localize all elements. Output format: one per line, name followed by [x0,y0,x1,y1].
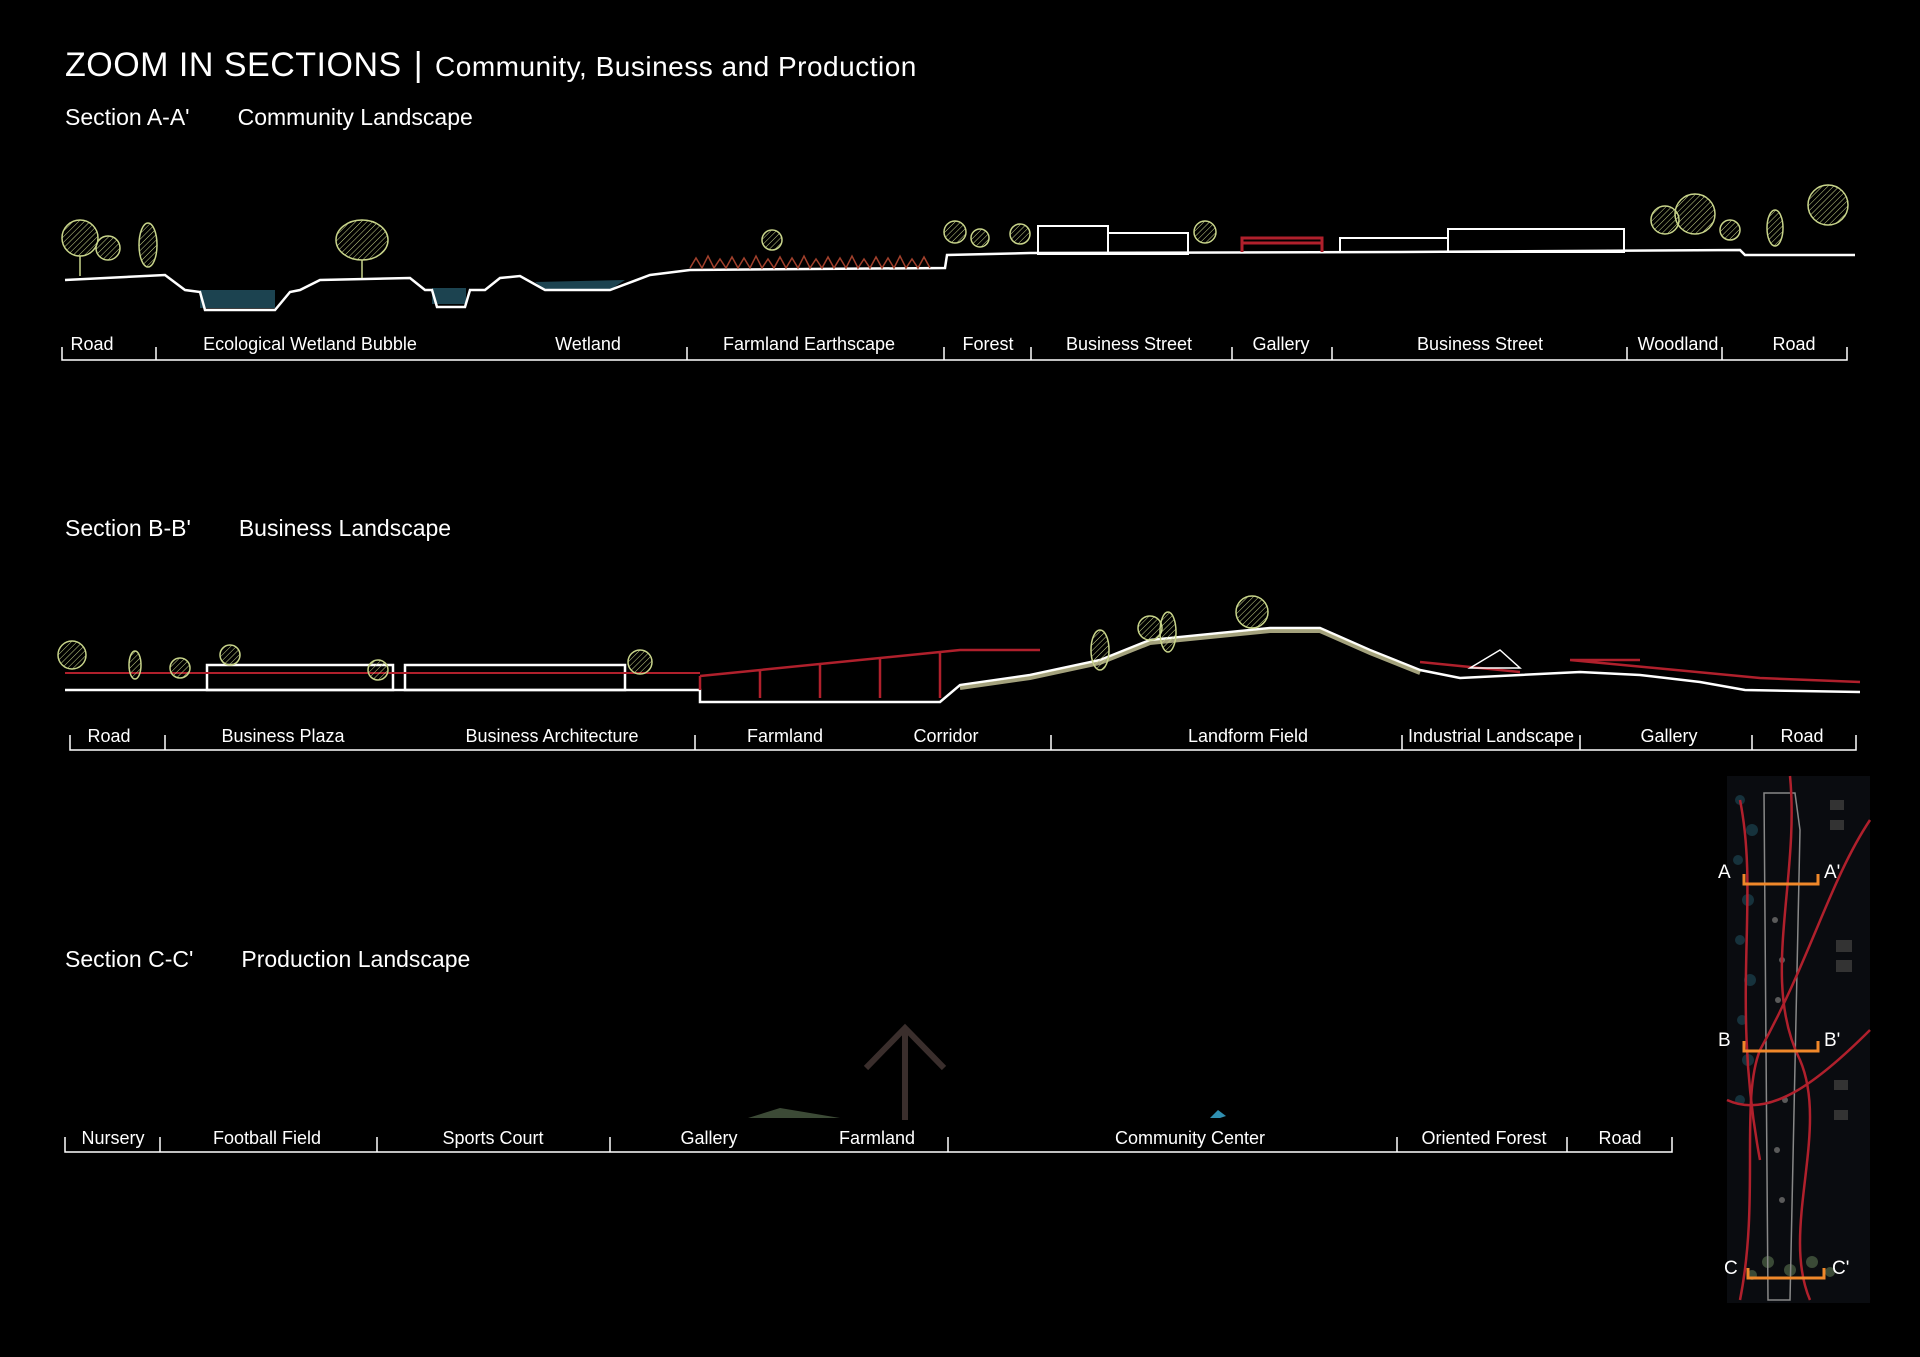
section-a-drawing [61,184,1855,312]
zone-label-b-road: Road [87,726,131,746]
industrial-structure [1419,658,1861,684]
zone-label-b-business-plaza: Business Plaza [221,726,345,746]
corridor-structure [698,648,1040,698]
section-a-axis [61,347,1848,361]
zone-label-c-road: Road [1598,1128,1642,1148]
marker-b-right: B' [1824,1030,1841,1051]
tree-icon [61,184,1849,278]
title-main: ZOOM IN SECTIONS [65,46,402,84]
marker-c-left: C [1724,1258,1738,1279]
section-a-name: Community Landscape [237,104,473,130]
zone-label-a-business-street-2: Business Street [1416,334,1544,354]
zone-label-c-nursery: Nursery [81,1128,145,1148]
zone-label-c-football-field: Football Field [212,1128,322,1148]
wetland-pool-2 [432,288,466,304]
zone-label-b-industrial-landscape: Industrial Landscape [1407,726,1575,746]
section-b-drawing [57,595,1861,704]
section-a-ground [64,248,1855,312]
north-arrow-icon [863,1023,947,1120]
zone-label-a-gallery: Gallery [1252,334,1310,354]
zone-label-a-forest: Forest [962,334,1014,354]
zone-label-a-ecological-wetland-bubble: Ecological Wetland Bubble [203,334,417,354]
key-map [1726,775,1872,1303]
marker-a-right: A' [1824,862,1841,883]
marker-c-right: C' [1832,1258,1850,1279]
zone-label-c-sports-court: Sports Court [442,1128,544,1148]
title-subtitle: Community, Business and Production [435,51,917,82]
zone-label-b-gallery: Gallery [1640,726,1698,746]
section-markers [1742,874,1826,1280]
farmland-grass-a [689,254,931,270]
zone-label-c-oriented-forest: Oriented Forest [1421,1128,1547,1148]
section-c-label: Section C-C' Production Landscape [65,946,470,973]
zone-label-b-road-2: Road [1780,726,1824,746]
zone-label-b-business-architecture: Business Architecture [465,726,639,746]
zone-label-c-gallery: Gallery [680,1128,738,1148]
business-plaza-building [205,663,395,692]
gallery-structure-a [1240,236,1324,252]
business-street-building [1037,225,1109,255]
zone-label-b-farmland: Farmland [746,726,824,746]
wetland-pool-1 [200,290,275,308]
zone-label-c-community-center: Community Center [1114,1128,1266,1148]
zone-label-b-corridor: Corridor [913,726,979,746]
title-separator: | [413,46,424,84]
section-a-id: Section A-A' [65,104,190,130]
zone-label-a-road: Road [70,334,114,354]
section-c-axis [64,1137,1673,1153]
business-architecture-building [403,663,627,692]
zone-label-a-farmland-earthscape: Farmland Earthscape [722,334,896,354]
tree-icon [57,595,1269,681]
section-b-ground [65,626,1861,704]
section-b-label: Section B-B' Business Landscape [65,515,451,542]
marker-b-left: B [1718,1030,1731,1051]
zone-label-a-woodland: Woodland [1637,334,1719,354]
zone-label-a-business-street-1: Business Street [1065,334,1193,354]
zone-label-b-landform-field: Landform Field [1187,726,1309,746]
section-c-id: Section C-C' [65,946,194,972]
section-c-drawing [748,1023,1226,1120]
section-b-axis [69,735,1857,751]
section-b-id: Section B-B' [65,515,191,541]
zone-label-a-road-2: Road [1772,334,1816,354]
marker-a-left: A [1718,862,1731,883]
section-c-name: Production Landscape [241,946,471,972]
section-a-label: Section A-A' Community Landscape [65,104,473,131]
page-title: ZOOM IN SECTIONS | Community, Business and… [65,46,917,85]
wetland-pool-3 [535,280,625,290]
section-b-name: Business Landscape [238,515,452,541]
zone-label-a-wetland: Wetland [555,334,621,354]
zone-label-c-farmland: Farmland [838,1128,916,1148]
